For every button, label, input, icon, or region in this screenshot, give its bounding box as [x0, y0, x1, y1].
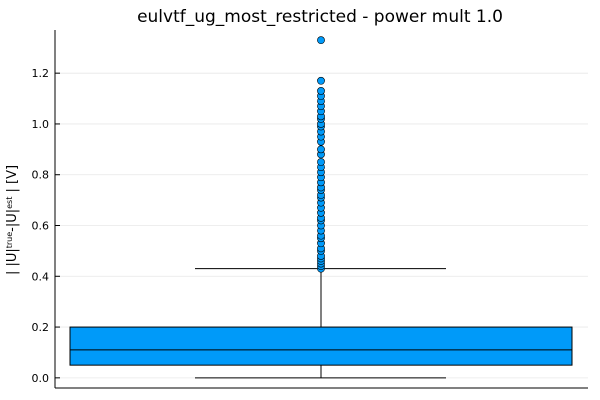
y-axis-label: | |U|true-|U|est | [V]: [5, 165, 21, 275]
y-tick-label: 0.4: [32, 270, 50, 283]
axes: [54, 30, 588, 389]
y-tick-label: 0.8: [32, 169, 50, 182]
box-plot: [69, 268, 573, 379]
y-tick-label: 0.6: [32, 220, 50, 233]
chart-title: eulvtf_ug_most_restricted - power mult 1…: [137, 7, 503, 27]
y-ticks: 0.0 0.2 0.4 0.6 0.8 1.0 1.2: [32, 67, 60, 385]
outlier-point: [317, 87, 325, 95]
outlier-point: [317, 158, 325, 166]
outlier-point: [317, 145, 325, 154]
outlier-point: [317, 76, 325, 85]
y-tick-label: 1.0: [32, 118, 50, 131]
y-tick-label: 0.0: [32, 372, 50, 385]
iqr-box: [69, 326, 573, 366]
y-tick-label: 0.2: [32, 321, 50, 334]
outlier-points: [317, 36, 325, 273]
outlier-point: [317, 36, 325, 45]
y-tick-label: 1.2: [32, 67, 50, 80]
